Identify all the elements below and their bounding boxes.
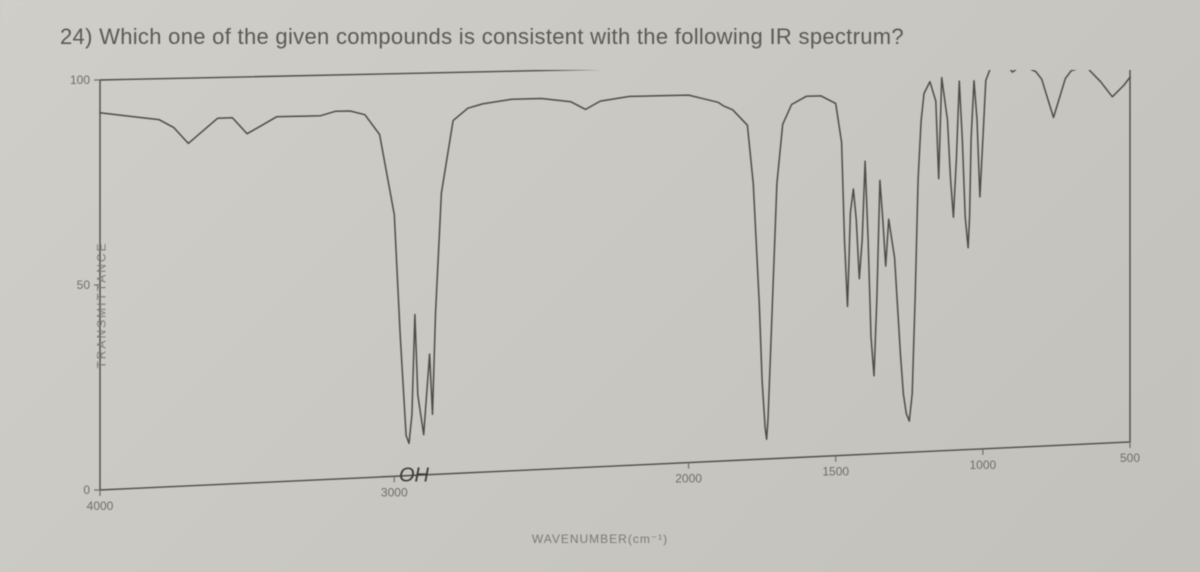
x-tick-label: 4000: [87, 499, 114, 513]
y-tick-label: 100: [70, 73, 90, 87]
x-tick-label: 500: [1120, 451, 1140, 465]
plot-frame: [100, 70, 1130, 490]
question-body: Which one of the given compounds is cons…: [99, 24, 904, 49]
spectrum-svg: 0 50 100 4000 3000 2000 1500 1000 500 OH: [50, 70, 1150, 540]
x-tick-label: 3000: [381, 485, 408, 499]
question-text: 24) Which one of the given compounds is …: [60, 24, 1140, 50]
x-axis-title: WAVENUMBER(cm⁻¹): [532, 532, 668, 546]
question-number: 24): [60, 24, 93, 49]
annotation-oh: OH: [399, 464, 430, 486]
y-tick-label: 0: [83, 483, 90, 497]
page: 24) Which one of the given compounds is …: [0, 0, 1200, 572]
x-tick-label: 1000: [970, 458, 997, 472]
ir-spectrum-chart: TRANSMITTANCE 0 50 100 4000 3000 2000 1500 1000…: [50, 70, 1150, 540]
y-axis-title: TRANSMITTANCE: [95, 241, 109, 368]
ir-spectrum-line: [100, 70, 1130, 443]
y-tick-label: 50: [77, 278, 91, 292]
x-tick-label: 2000: [675, 472, 702, 486]
x-tick-label: 1500: [822, 465, 849, 479]
